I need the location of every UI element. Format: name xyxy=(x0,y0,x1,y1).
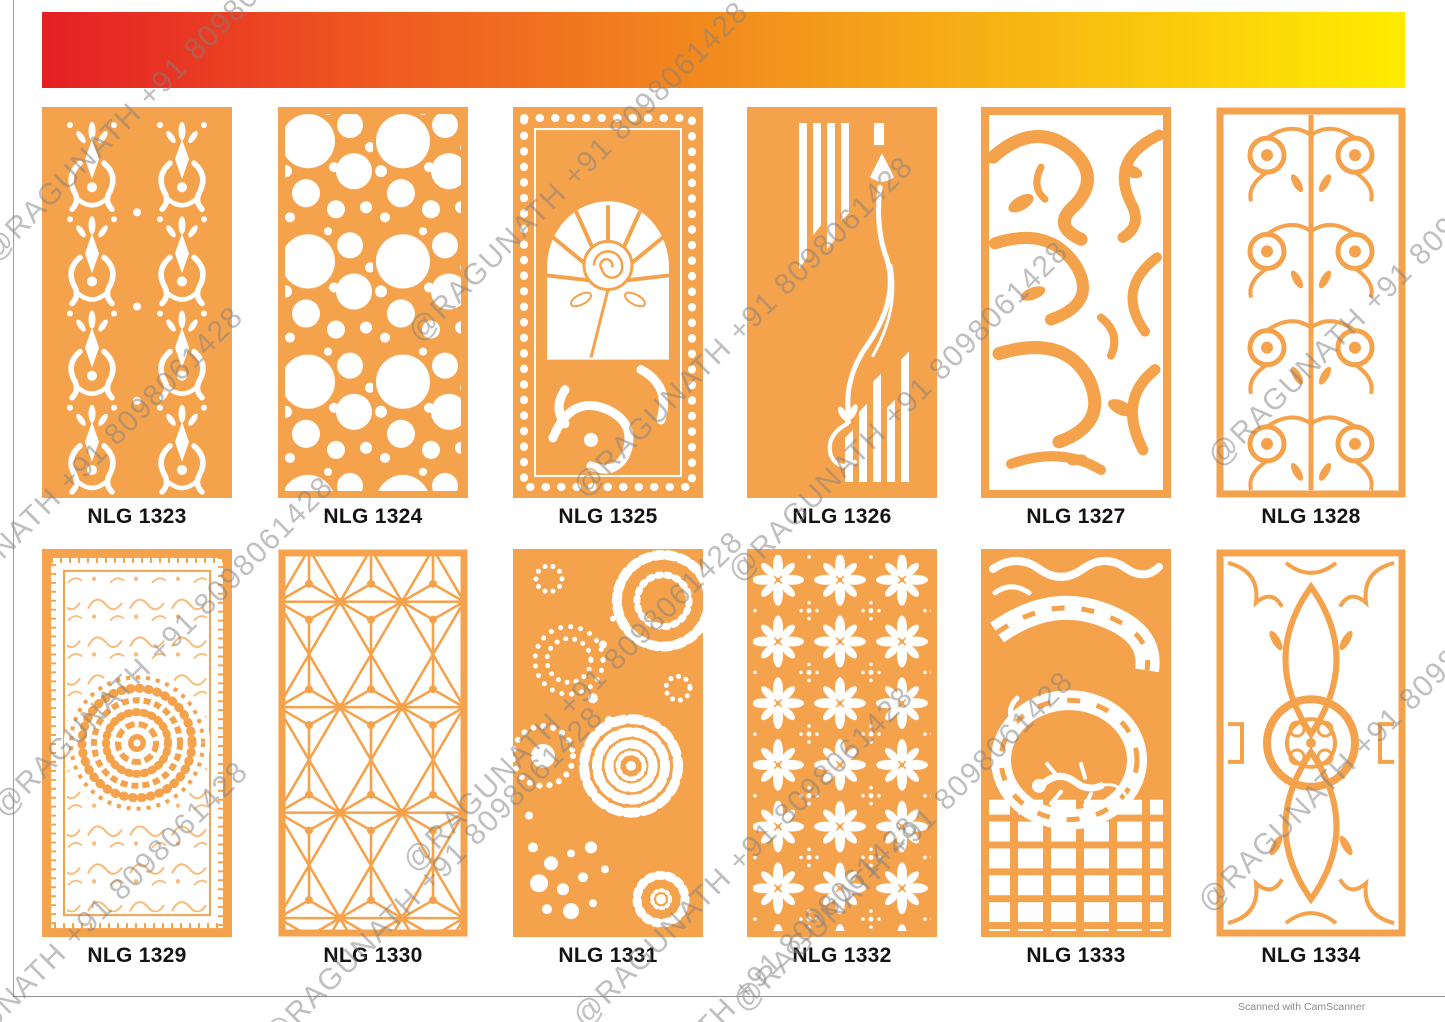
panel-nlg-1324: NLG 1324 xyxy=(278,107,468,529)
panel-art-mandala-frame xyxy=(42,549,232,937)
panel-art-scroll-vine xyxy=(1216,107,1406,498)
panel-nlg-1331: NLG 1331 xyxy=(513,549,703,968)
panel-label: NLG 1333 xyxy=(1026,944,1126,967)
panel-art-flower-lattice xyxy=(747,549,937,937)
panel-nlg-1332: NLG 1332 xyxy=(747,549,937,968)
panel-label: NLG 1331 xyxy=(558,944,658,967)
panel-art-rose-arch xyxy=(513,107,703,498)
panel-label: NLG 1329 xyxy=(87,944,187,967)
panel-art-arabesque-medallion xyxy=(1216,549,1406,937)
panel-label: NLG 1334 xyxy=(1261,944,1361,967)
panel-art-lizard-grid xyxy=(981,549,1171,937)
panel-nlg-1330: NLG 1330 xyxy=(278,549,468,968)
page-edge-line-vertical xyxy=(13,0,14,996)
panel-art-bars-vine xyxy=(747,107,937,498)
panel-label: NLG 1326 xyxy=(792,505,892,528)
panel-label: NLG 1325 xyxy=(558,505,658,528)
panel-label: NLG 1327 xyxy=(1026,505,1126,528)
panel-nlg-1323: NLG 1323 xyxy=(42,107,232,529)
panel-art-wave-swirls xyxy=(981,107,1171,498)
panel-label: NLG 1324 xyxy=(323,505,423,528)
camscanner-note: Scanned with CamScanner xyxy=(1238,1001,1366,1013)
panel-nlg-1333: NLG 1333 xyxy=(981,549,1171,968)
header-gradient-bar xyxy=(42,12,1405,88)
panel-nlg-1327: NLG 1327 xyxy=(981,107,1171,529)
panel-nlg-1329: NLG 1329 xyxy=(42,549,232,968)
panel-nlg-1325: NLG 1325 xyxy=(513,107,703,529)
panel-label: NLG 1328 xyxy=(1261,505,1361,528)
panel-label: NLG 1330 xyxy=(323,944,423,967)
panel-label: NLG 1332 xyxy=(792,944,892,967)
panel-art-dot-fireworks xyxy=(513,549,703,937)
panel-nlg-1326: NLG 1326 xyxy=(747,107,937,529)
page-edge-line-horizontal xyxy=(13,996,1445,997)
panel-art-damask xyxy=(42,107,232,498)
panel-nlg-1328: NLG 1328 xyxy=(1216,107,1406,529)
panel-label: NLG 1323 xyxy=(87,505,187,528)
panel-art-bubbles xyxy=(278,107,468,498)
panel-art-star-lattice xyxy=(278,549,468,937)
panel-nlg-1334: NLG 1334 xyxy=(1216,549,1406,968)
